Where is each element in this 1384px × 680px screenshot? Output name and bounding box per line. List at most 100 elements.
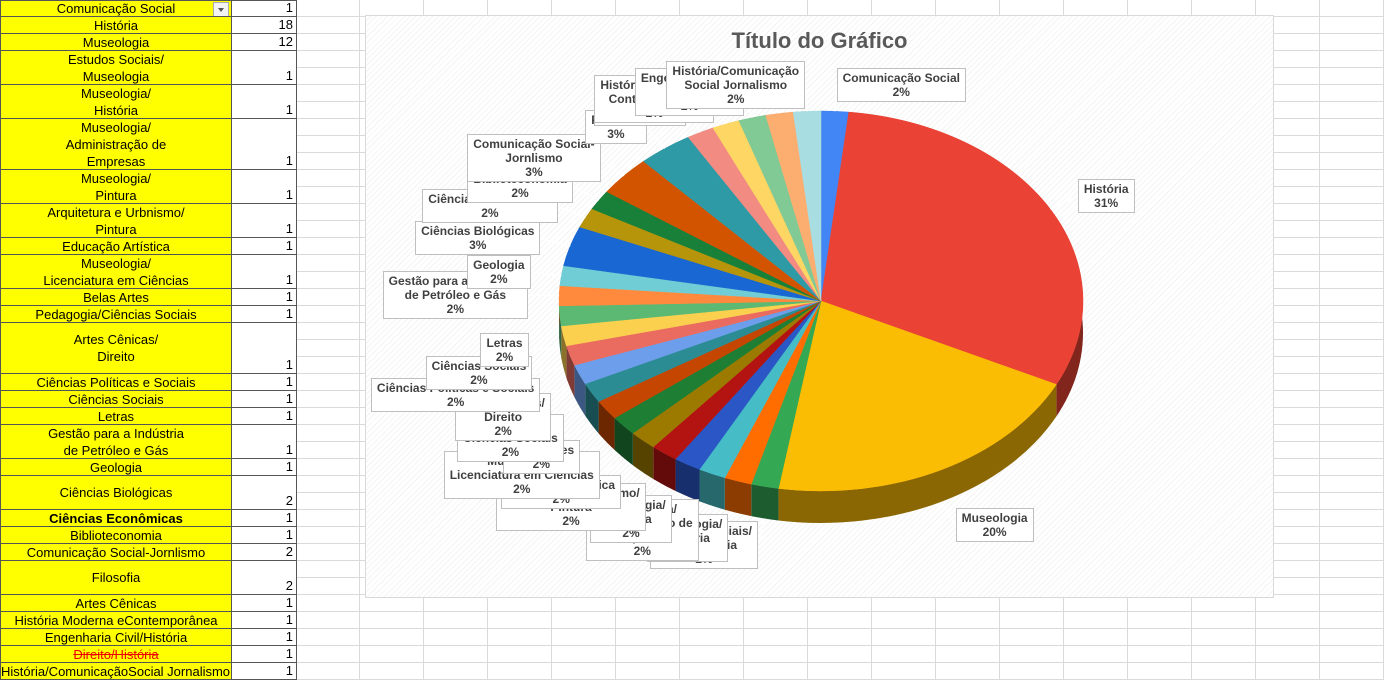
cell-label: Arquitetura e Urbnismo/ Pintura [0,204,232,238]
label-category: Museologia [961,511,1028,526]
slice-side [561,325,567,378]
table-row: Ciências Sociais 1 [0,391,297,408]
cell-value: 2 [232,544,297,561]
cell-value: 2 [232,476,297,510]
table-row: História/ComunicaçãoSocial Jornalismo 1 [0,663,297,680]
table-row: Museologia/ História 1 [0,85,297,119]
cell-value: 1 [232,459,297,476]
cell-value: 1 [232,238,297,255]
leader-line [834,84,838,112]
cell-label: Artes Cênicas/ Direito [0,323,232,374]
label-percent: 2% [490,272,508,287]
label-percent: 2% [892,84,910,99]
chart[interactable]: Título do Gráfico Comunicação Social 2% Hi… [365,15,1274,598]
slice-side [751,484,779,521]
table-row: Ciências Políticas e Sociais 1 [0,374,297,391]
slice-side [675,459,700,502]
table-row: Museologia 12 [0,34,297,51]
table-row: Comunicação Social-Jornlismo 2 [0,544,297,561]
table-row: Artes Cênicas 1 [0,595,297,612]
cell-value: 1 [232,374,297,391]
cell-value: 1 [232,0,297,17]
leader-line [757,518,766,545]
cell-label: Museologia/ Licenciatura em Ciências [0,255,232,289]
label-percent: 20% [982,525,1007,540]
table-row: Biblioteconomia 1 [0,527,297,544]
leader-line [527,294,560,297]
table-row: Ciências Econômicas 1 [0,510,297,527]
cell-label: Biblioteconomia [0,527,232,544]
table-row: Arquitetura e Urbnismo/ Pintura 1 [0,204,297,238]
cell-value: 1 [232,170,297,204]
label-percent: 2% [495,350,514,365]
table-row: Comunicação Social 1 [0,0,297,17]
cell-value: 2 [232,561,297,595]
cell-value: 1 [232,323,297,374]
label-percent: 2% [481,206,499,221]
cell-value: 1 [232,612,297,629]
cell-value: 1 [232,85,297,119]
label-percent: 3% [525,165,543,180]
leader-line [599,157,625,177]
cell-value: 1 [232,255,297,289]
cell-label: Engenharia Civil/História [0,629,232,646]
cell-value: 1 [232,595,297,612]
cell-label: Comunicação Social [0,0,232,17]
cell-label: Ciências Sociais [0,391,232,408]
label-percent: 2% [446,395,465,410]
cell-value: 1 [232,391,297,408]
cell-value: 18 [232,17,297,34]
leader-line [532,367,564,374]
slice-side [566,345,575,398]
leader-line [530,271,562,277]
leader-line [599,457,624,476]
filter-dropdown[interactable] [213,2,229,16]
label-percent: 3% [607,127,625,142]
cell-value: 1 [232,510,297,527]
cell-value: 1 [232,51,297,85]
leader-line [571,185,600,201]
slice-side [598,401,615,451]
label-percent: 2% [562,513,580,528]
leader-line [645,126,666,149]
slice-side [699,469,725,510]
cell-value: 1 [232,289,297,306]
label-percent: 2% [513,482,531,497]
label-percent: 2% [727,91,745,106]
table-row: Museologia/ Administração de Empresas 1 [0,119,297,170]
leader-line [804,84,808,112]
table-row: Gestão para a Indústria de Petróleo e Gá… [0,425,297,459]
label-percent: 3% [469,238,487,253]
data-label: Geologia 2% [467,255,531,290]
table-row: Artes Cênicas/ Direito 1 [0,323,297,374]
cell-label: Artes Cênicas [0,595,232,612]
slice-side [778,384,1057,523]
data-label: Comunicação Social- Jornlismo 3% [467,134,601,183]
leader-line [556,205,586,219]
cell-label: Museologia/ História [0,85,232,119]
cell-label: História Moderna eContemporânea [0,612,232,629]
slice-side [724,477,752,517]
cell-value: 1 [232,306,297,323]
cell-value: 1 [232,204,297,238]
table-row: Ciências Biológicas 2 [0,476,297,510]
label-percent: 2% [470,372,488,387]
table-row: Museologia/ Licenciatura em Ciências 1 [0,255,297,289]
cell-label: Educação Artística [0,238,232,255]
cell-label: Museologia/ Pintura [0,170,232,204]
slice [778,300,1057,492]
slice-side [653,446,676,492]
data-label: Comunicação Social 2% [836,67,966,102]
data-label: Museologia 20% [955,508,1034,543]
label-category: Comunicação Social [842,70,960,85]
table-row: Filosofia 2 [0,561,297,595]
cell-label: Ciências Políticas e Sociais [0,374,232,391]
label-percent: 2% [494,423,512,438]
leader-line [1049,195,1079,210]
table-row: Museologia/ Pintura 1 [0,170,297,204]
table-row: Estudos Sociais/ Museologia 1 [0,51,297,85]
cell-label: Comunicação Social-Jornlismo [0,544,232,561]
cell-value: 12 [232,34,297,51]
label-category: História [1083,182,1129,197]
